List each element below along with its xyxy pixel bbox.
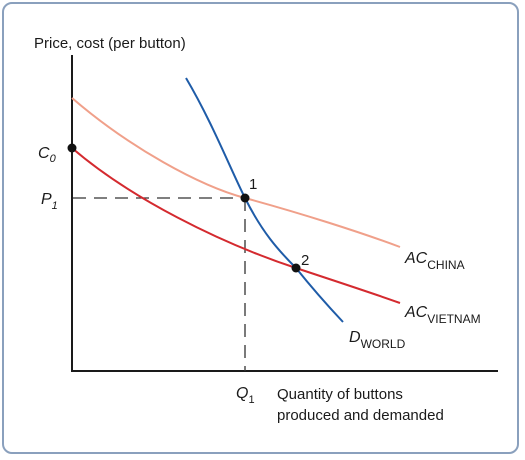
c0-label: C0 (38, 145, 57, 165)
d-world-label: DWORLD (349, 329, 406, 351)
ac-vietnam-curve (71, 147, 401, 304)
equilibrium-point-2 (291, 263, 301, 273)
ac-china-curve (71, 97, 401, 248)
point-1-label: 1 (249, 176, 257, 193)
c0-point (67, 143, 77, 153)
y-axis-label: Price, cost (per button) (34, 35, 186, 52)
q1-label: Q1 (236, 385, 255, 406)
equilibrium-point-1 (240, 193, 250, 203)
point-2-label: 2 (301, 252, 309, 269)
ac-vietnam-label: ACVIETNAM (404, 304, 481, 326)
x-axis-label-line2: produced and demanded (277, 407, 444, 424)
p1-label: P1 (41, 191, 58, 212)
figure-frame (2, 2, 519, 454)
d-world-curve (185, 77, 344, 323)
x-axis-label-line1: Quantity of buttons (277, 386, 403, 403)
ac-china-label: ACCHINA (404, 250, 465, 272)
